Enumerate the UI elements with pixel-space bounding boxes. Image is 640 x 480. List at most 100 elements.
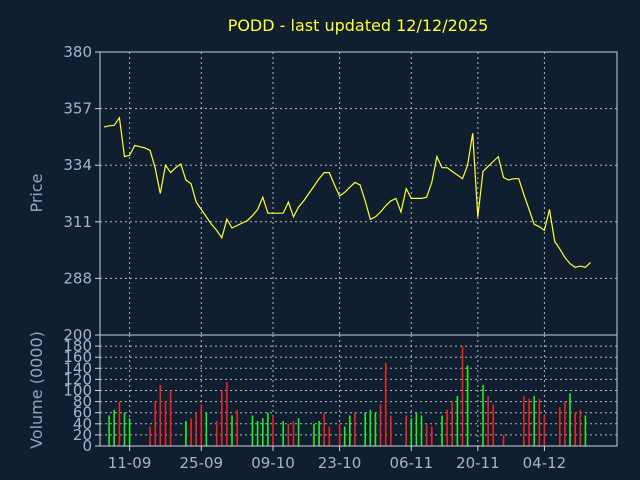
price-tick-label: 380: [63, 43, 92, 61]
volume-bar: [323, 412, 325, 446]
volume-axis-label: Volume (0000): [27, 331, 46, 449]
volume-bar: [221, 390, 223, 446]
volume-bar: [446, 409, 448, 446]
volume-bar: [466, 365, 469, 446]
volume-bar: [118, 401, 121, 446]
volume-bar: [574, 412, 576, 446]
volume-bar: [584, 415, 587, 446]
x-tick-label: 09-10: [251, 454, 295, 472]
volume-bar: [256, 421, 259, 446]
volume-bar: [297, 418, 300, 447]
volume-bar: [369, 409, 372, 446]
price-tick-label: 311: [63, 213, 92, 231]
volume-bar: [190, 418, 192, 447]
volume-tick-label: 60: [73, 404, 92, 422]
volume-bar: [364, 412, 366, 446]
volume-bar: [410, 418, 413, 447]
volume-bar: [538, 398, 541, 446]
volume-bar: [328, 426, 331, 446]
price-tick-label: 357: [63, 100, 92, 118]
volume-bar: [282, 421, 284, 446]
price-frame: [99, 51, 618, 336]
volume-tick-label: 200: [63, 326, 92, 344]
x-tick-label: 20-11: [456, 454, 500, 472]
volume-bar: [149, 426, 151, 446]
volume-tick-label: 20: [73, 426, 92, 444]
volume-bar: [420, 415, 423, 446]
volume-bar: [292, 421, 295, 446]
volume-bar: [200, 404, 203, 446]
volume-tick-label: 40: [73, 415, 92, 433]
volume-bar: [128, 418, 131, 447]
volume-bar: [579, 409, 582, 446]
volume-frame: [99, 334, 618, 447]
volume-tick-label: 160: [63, 348, 92, 366]
volume-bar: [569, 393, 571, 446]
volume-bar: [113, 409, 115, 446]
price-line: [103, 116, 591, 268]
volume-bar: [528, 398, 530, 446]
volume-bar: [379, 404, 382, 446]
volume-bar: [108, 415, 110, 446]
volume-bar: [487, 396, 489, 446]
volume-bar: [451, 401, 453, 446]
volume-bar: [262, 418, 264, 447]
volume-bar: [169, 390, 172, 446]
volume-bar: [236, 409, 238, 446]
volume-tick-label: 100: [63, 382, 92, 400]
volume-bar: [123, 412, 126, 446]
volume-bar: [338, 423, 341, 446]
volume-bar: [231, 415, 233, 446]
volume-bar: [195, 412, 197, 446]
volume-bar: [272, 415, 274, 446]
volume-bar: [390, 415, 392, 446]
volume-bar: [543, 415, 546, 446]
volume-bar: [502, 434, 505, 446]
volume-bar: [205, 412, 208, 446]
volume-bar: [318, 421, 320, 446]
volume-bar: [164, 401, 167, 446]
volume-tick-label: 0: [82, 437, 92, 455]
price-panel: 380 357 334 311 288: [63, 43, 618, 336]
volume-bar: [559, 407, 561, 446]
volume-bar: [461, 346, 464, 446]
volume-bar: [456, 396, 459, 446]
volume-bar: [343, 426, 346, 446]
volume-bar: [226, 382, 228, 446]
volume-bar: [287, 423, 290, 446]
volume-bar: [267, 412, 269, 446]
x-tick-label: 23-10: [318, 454, 362, 472]
volume-tick-label: 80: [73, 393, 92, 411]
volume-bar: [154, 401, 156, 446]
volume-tick-label: 120: [63, 370, 92, 388]
volume-bar: [415, 412, 418, 446]
x-tick-label: 11-09: [108, 454, 152, 472]
volume-tick-label: 140: [63, 359, 92, 377]
volume-bar: [185, 421, 187, 446]
volume-bar: [492, 404, 494, 446]
volume-bar: [349, 415, 351, 446]
volume-bar: [354, 412, 356, 446]
volume-bar: [523, 396, 525, 446]
price-axis-label: Price: [27, 173, 46, 212]
volume-tick-label: 180: [63, 337, 92, 355]
volume-bar: [482, 384, 484, 446]
volume-bar: [431, 426, 433, 446]
volume-bar: [441, 415, 443, 446]
chart-title: PODD - last updated 12/12/2025: [228, 16, 489, 35]
volume-bar: [374, 412, 377, 446]
volume-bar: [251, 415, 254, 446]
x-tick-label: 25-09: [180, 454, 224, 472]
x-axis: 11-09 25-09 09-10 23-10 06-11 20-11 04-12: [108, 446, 566, 472]
volume-bar: [159, 384, 162, 446]
volume-bar: [215, 421, 218, 446]
x-tick-label: 04-12: [523, 454, 567, 472]
volume-bar: [533, 396, 535, 446]
x-tick-label: 06-11: [389, 454, 433, 472]
volume-bar: [405, 415, 407, 446]
price-tick-label: 334: [63, 156, 92, 174]
volume-bar: [564, 401, 566, 446]
volume-bar: [313, 423, 315, 446]
